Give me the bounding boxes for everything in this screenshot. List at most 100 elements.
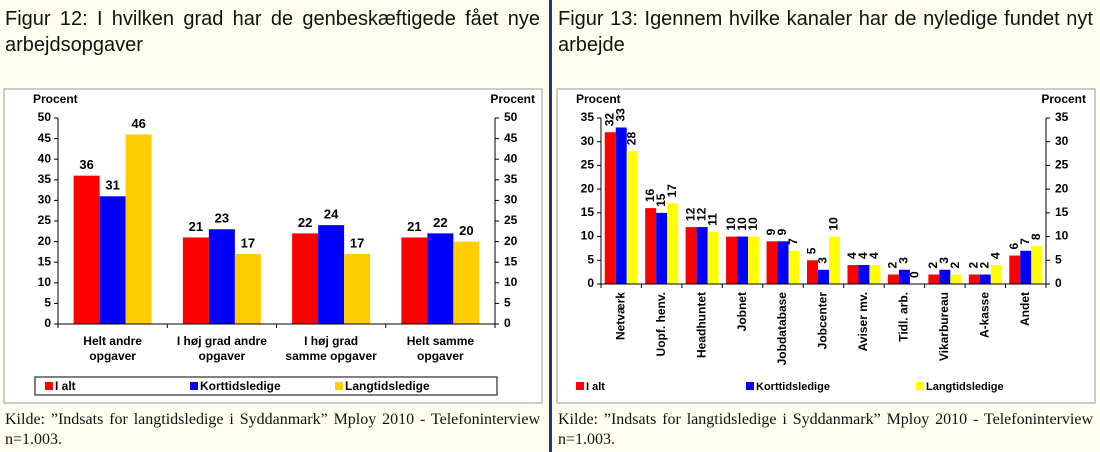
value-label: 17 <box>350 235 364 250</box>
value-label: 32 <box>602 113 616 127</box>
x-tick-label: Andet <box>1018 292 1032 326</box>
panel: Figur 13: Igennem hvilke kanaler har de … <box>553 0 1098 452</box>
bar <box>990 265 1002 284</box>
bar <box>453 241 480 324</box>
bar <box>869 265 881 284</box>
bar <box>748 236 760 284</box>
value-label: 22 <box>298 215 312 230</box>
x-tick-label: A-kasse <box>977 292 991 338</box>
value-label: 8 <box>1029 233 1043 240</box>
bar <box>1020 250 1032 284</box>
value-label: 11 <box>705 213 719 226</box>
bar <box>99 196 126 324</box>
value-label: 2 <box>926 262 940 269</box>
bar <box>1031 246 1043 284</box>
y-axis-label: Procent <box>576 92 621 106</box>
bar <box>182 237 209 324</box>
x-tick-label: Vikarbureau <box>937 292 951 361</box>
y-tick-label: 15 <box>581 205 595 219</box>
value-label: 21 <box>189 219 203 234</box>
bar <box>344 253 371 324</box>
y2-tick-label: 10 <box>504 275 518 289</box>
bar <box>950 274 962 284</box>
value-label: 4 <box>856 252 870 259</box>
bar <box>887 274 899 284</box>
value-label: 17 <box>241 235 255 250</box>
bar <box>788 250 800 284</box>
value-label: 12 <box>694 207 708 221</box>
bar <box>401 237 428 324</box>
x-tick-label: samme opgaver <box>285 349 377 363</box>
value-label: 9 <box>764 228 778 235</box>
y-tick-label: 10 <box>38 275 52 289</box>
value-label: 33 <box>613 108 627 122</box>
x-tick-label: I høj grad <box>304 334 358 348</box>
bar <box>939 269 951 284</box>
chart: Procent Procent 0 5 10 15 20 25 30 35 40 45 50 0 5 10 15… <box>3 88 543 404</box>
y2-tick-label: 0 <box>504 316 511 330</box>
x-tick-label: Uopf. henv. <box>654 292 668 356</box>
bar <box>1009 255 1021 284</box>
bar <box>968 274 980 284</box>
value-label: 36 <box>79 157 93 172</box>
value-label: 4 <box>867 252 881 259</box>
x-tick-label: I høj grad andre <box>177 334 267 348</box>
y-tick-label: 0 <box>587 276 594 290</box>
y-tick-label: 0 <box>44 316 51 330</box>
value-label: 5 <box>805 247 819 254</box>
y-tick-label: 10 <box>581 229 595 243</box>
bar <box>645 208 657 284</box>
bar <box>427 233 454 324</box>
value-label: 2 <box>966 262 980 269</box>
x-tick-label: Helt andre <box>83 334 142 348</box>
x-tick-label: Helt samme <box>407 334 475 348</box>
value-label: 0 <box>908 271 922 278</box>
y2-tick-label: 35 <box>1055 110 1069 124</box>
y2-tick-label: 0 <box>1055 276 1062 290</box>
x-tick-label: opgaver <box>199 349 246 363</box>
value-label: 12 <box>683 207 697 221</box>
legend-swatch <box>916 382 924 390</box>
y2-tick-label: 20 <box>504 234 518 248</box>
legend-box <box>34 376 498 396</box>
value-label: 10 <box>724 217 738 231</box>
legend-label: I alt <box>586 381 605 393</box>
y-tick-label: 20 <box>38 234 52 248</box>
bar <box>125 134 152 324</box>
y-tick-label: 35 <box>38 172 52 186</box>
bar <box>979 274 991 284</box>
value-label: 31 <box>105 178 119 193</box>
value-label: 23 <box>215 211 229 226</box>
y2-tick-label: 5 <box>1055 252 1062 266</box>
bar <box>818 269 829 284</box>
x-tick-label: Jobnet <box>735 292 749 331</box>
value-label: 6 <box>1007 243 1021 250</box>
y-tick-label: 25 <box>581 158 595 172</box>
bar <box>777 241 789 284</box>
value-label: 46 <box>131 116 145 131</box>
y-tick-label: 35 <box>581 110 595 124</box>
bar <box>604 132 616 284</box>
legend-swatch <box>746 382 754 390</box>
legend-label: Langtidsledige <box>345 379 430 393</box>
legend-swatch <box>45 382 53 390</box>
y-tick-label: 25 <box>38 213 52 227</box>
y-tick-label: 5 <box>44 296 51 310</box>
x-tick-label: opgaver <box>417 349 464 363</box>
y-tick-label: 45 <box>38 131 52 145</box>
value-label: 22 <box>433 215 447 230</box>
y-tick-label: 15 <box>38 254 52 268</box>
bar <box>829 236 840 284</box>
value-label: 2 <box>948 262 962 269</box>
y2-tick-label: 5 <box>504 296 511 310</box>
y2-tick-label: 35 <box>504 172 518 186</box>
legend-label: Korttidsledige <box>756 381 830 393</box>
bar <box>858 265 870 284</box>
bar <box>807 260 818 284</box>
x-tick-label: Tidl. arb. <box>897 292 911 342</box>
y2-tick-label: 45 <box>504 131 518 145</box>
panel: Figur 12: I hvilken grad har de genbeskæ… <box>0 0 545 452</box>
y-tick-label: 40 <box>38 151 52 165</box>
legend-swatch <box>190 382 198 390</box>
